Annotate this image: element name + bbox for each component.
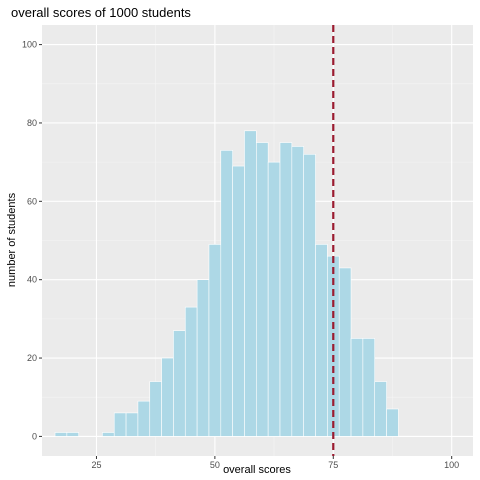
- x-tick-label: 25: [91, 460, 101, 470]
- histogram-bar: [315, 244, 328, 437]
- histogram-bar: [137, 400, 151, 437]
- histogram-bar: [113, 412, 127, 437]
- histogram-bar: [244, 130, 257, 437]
- histogram-bar: [102, 432, 115, 437]
- histogram-bar: [291, 146, 304, 437]
- histogram-bar: [362, 338, 376, 437]
- histogram-bar: [66, 432, 80, 437]
- y-tick-label: 60: [27, 196, 37, 206]
- histogram-bar: [208, 244, 222, 437]
- histogram-bar: [374, 381, 387, 437]
- x-tick-label: 100: [444, 460, 459, 470]
- y-tick-label: 100: [22, 40, 37, 50]
- histogram-bar: [350, 338, 364, 437]
- histogram-bar: [338, 267, 352, 437]
- histogram-bar: [386, 408, 399, 437]
- histogram-bar: [149, 381, 162, 437]
- x-axis-title: overall scores: [223, 464, 291, 476]
- y-tick-label: 40: [27, 275, 37, 285]
- histogram-bar: [256, 142, 269, 437]
- y-tick-label: 0: [32, 431, 37, 441]
- histogram-bar: [267, 161, 281, 437]
- histogram-bar: [196, 279, 210, 437]
- y-axis: 0 20 40 60 80 100: [22, 40, 42, 441]
- histogram-bar: [232, 165, 245, 437]
- y-tick-label: 80: [27, 118, 37, 128]
- histogram-bar: [184, 306, 198, 437]
- y-tick-label: 20: [27, 353, 37, 363]
- histogram-bar: [279, 142, 293, 437]
- x-tick-label: 75: [328, 460, 338, 470]
- histogram-bar: [125, 412, 139, 437]
- chart-title: overall scores of 1000 students: [11, 5, 191, 20]
- histogram-bar: [54, 432, 68, 437]
- histogram-bar: [220, 150, 233, 437]
- histogram-bar: [161, 357, 174, 437]
- histogram-bar: [173, 330, 186, 437]
- x-tick-label: 50: [210, 460, 220, 470]
- x-axis: 25 50 75 100: [91, 456, 459, 470]
- y-axis-title: number of students: [6, 192, 18, 287]
- histogram-bar: [303, 154, 316, 437]
